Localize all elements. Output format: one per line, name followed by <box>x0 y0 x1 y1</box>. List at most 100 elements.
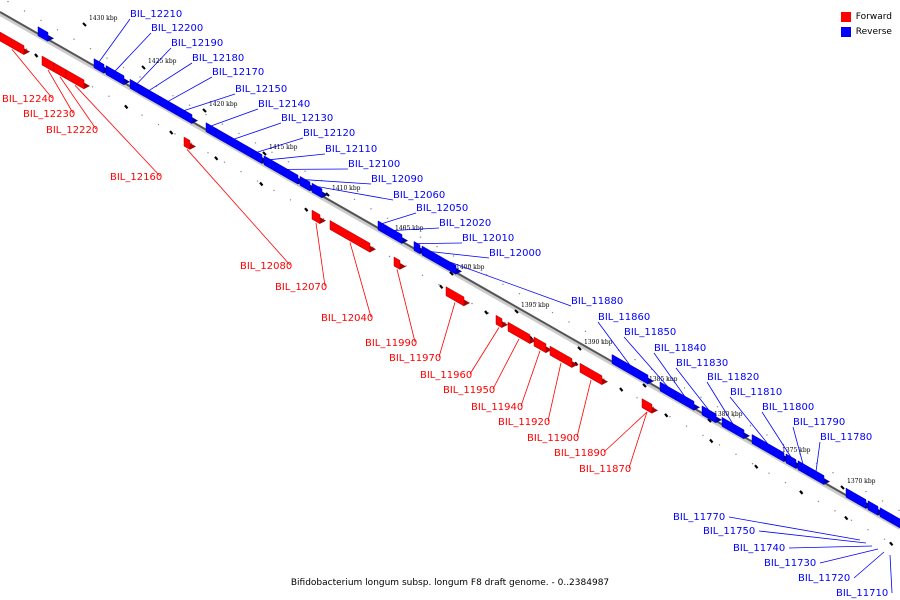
forward-gene-label[interactable]: BIL_12040 <box>321 313 373 324</box>
forward-gene-label[interactable]: BIL_11870 <box>579 464 631 475</box>
reverse-leader-line <box>148 62 193 91</box>
forward-gene-feature[interactable] <box>533 336 552 354</box>
reverse-gene-feature[interactable] <box>175 105 198 125</box>
tick-dot <box>898 509 900 512</box>
reverse-gene-label[interactable]: BIL_11800 <box>762 402 814 413</box>
forward-gene-feature[interactable] <box>0 31 30 56</box>
kbp-tick <box>642 383 647 388</box>
reverse-gene-feature[interactable] <box>701 405 722 424</box>
reverse-gene-feature[interactable] <box>37 26 54 42</box>
forward-leader-line <box>47 69 74 114</box>
reverse-gene-label[interactable]: BIL_12190 <box>171 38 223 49</box>
reverse-gene-label[interactable]: BIL_12180 <box>192 53 244 64</box>
forward-gene-feature[interactable] <box>579 362 608 386</box>
tick-dot <box>867 529 869 531</box>
tick-dot <box>834 510 836 512</box>
forward-gene-feature[interactable] <box>507 321 536 345</box>
reverse-gene-label[interactable]: BIL_11720 <box>798 573 850 584</box>
tick-dot <box>817 500 820 503</box>
reverse-leader-line <box>758 530 867 544</box>
forward-gene-feature[interactable] <box>445 286 470 307</box>
reverse-gene-label[interactable]: BIL_11880 <box>571 296 623 307</box>
forward-gene-feature[interactable] <box>641 398 658 414</box>
kbp-tick <box>82 22 87 27</box>
reverse-gene-label[interactable]: BIL_12200 <box>151 23 203 34</box>
reverse-leader-line <box>792 426 804 465</box>
tick-dot <box>122 66 125 69</box>
forward-gene-feature[interactable] <box>311 209 326 225</box>
forward-gene-label[interactable]: BIL_11940 <box>471 402 523 413</box>
forward-gene-label[interactable]: BIL_12080 <box>240 261 292 272</box>
reverse-gene-label[interactable]: BIL_12050 <box>416 203 468 214</box>
reverse-gene-label[interactable]: BIL_11780 <box>820 432 872 443</box>
major-tick <box>799 490 804 495</box>
forward-gene-label[interactable]: BIL_11920 <box>498 417 550 428</box>
reverse-gene-label[interactable]: BIL_11820 <box>707 372 759 383</box>
forward-gene-label[interactable]: BIL_12230 <box>23 109 75 120</box>
reverse-gene-feature[interactable] <box>611 354 654 385</box>
reverse-gene-feature[interactable] <box>807 466 830 486</box>
tick-dot <box>238 132 240 135</box>
reverse-gene-feature[interactable] <box>845 487 872 510</box>
reverse-gene-label[interactable]: BIL_12090 <box>371 174 423 185</box>
forward-gene-feature[interactable] <box>329 220 376 253</box>
forward-gene-feature[interactable] <box>495 314 508 329</box>
tick-dot <box>865 490 867 493</box>
reverse-gene-feature[interactable] <box>675 390 700 411</box>
forward-gene-label[interactable]: BIL_11960 <box>420 370 472 381</box>
reverse-gene-label[interactable]: BIL_12020 <box>439 218 491 229</box>
major-tick <box>124 104 129 110</box>
forward-gene-label[interactable]: BIL_12240 <box>2 94 54 105</box>
reverse-gene-label[interactable]: BIL_12010 <box>462 233 514 244</box>
reverse-gene-feature[interactable] <box>721 416 750 440</box>
reverse-gene-label[interactable]: BIL_11840 <box>654 343 706 354</box>
tick-dot <box>73 38 75 40</box>
reverse-leader-line <box>183 93 236 111</box>
tick-dot <box>372 246 374 248</box>
forward-gene-feature[interactable] <box>183 136 196 150</box>
reverse-gene-label[interactable]: BIL_12210 <box>130 9 182 20</box>
kbp-label: 1395 kbp <box>521 302 550 309</box>
forward-gene-feature[interactable] <box>549 345 578 369</box>
reverse-gene-label[interactable]: BIL_12150 <box>235 84 287 95</box>
reverse-gene-label[interactable]: BIL_12060 <box>393 190 445 201</box>
forward-gene-feature[interactable] <box>65 69 90 90</box>
reverse-gene-feature[interactable] <box>105 65 130 86</box>
tick-dot <box>669 415 671 418</box>
forward-gene-label[interactable]: BIL_12220 <box>46 125 98 136</box>
reverse-gene-label[interactable]: BIL_12110 <box>325 144 377 155</box>
forward-gene-feature[interactable] <box>393 256 406 270</box>
reverse-gene-label[interactable]: BIL_11860 <box>598 312 650 323</box>
reverse-gene-feature[interactable] <box>311 182 328 199</box>
reverse-gene-label[interactable]: BIL_12000 <box>489 248 541 259</box>
forward-gene-label[interactable]: BIL_11970 <box>389 353 441 364</box>
forward-gene-label[interactable]: BIL_11950 <box>443 385 495 396</box>
reverse-gene-feature[interactable] <box>385 225 408 245</box>
reverse-gene-label[interactable]: BIL_11830 <box>676 358 728 369</box>
reverse-gene-feature[interactable] <box>275 162 304 185</box>
forward-gene-label[interactable]: BIL_12160 <box>110 172 162 183</box>
tick-dot <box>733 415 735 417</box>
reverse-gene-feature[interactable] <box>891 514 900 529</box>
tick-dot <box>207 152 209 154</box>
reverse-gene-label[interactable]: BIL_12170 <box>212 67 264 78</box>
forward-gene-label[interactable]: BIL_11990 <box>365 338 417 349</box>
reverse-gene-label[interactable]: BIL_11750 <box>703 526 755 537</box>
reverse-gene-feature[interactable] <box>751 434 790 463</box>
reverse-gene-label[interactable]: BIL_11710 <box>836 588 888 599</box>
reverse-gene-label[interactable]: BIL_11770 <box>673 512 725 523</box>
reverse-gene-label[interactable]: BIL_11740 <box>733 543 785 554</box>
reverse-gene-label[interactable]: BIL_11730 <box>764 558 816 569</box>
reverse-leader-line <box>597 321 631 366</box>
reverse-gene-feature[interactable] <box>439 255 462 275</box>
forward-gene-label[interactable]: BIL_11900 <box>527 433 579 444</box>
reverse-gene-label[interactable]: BIL_12100 <box>348 159 400 170</box>
forward-gene-label[interactable]: BIL_11890 <box>554 448 606 459</box>
reverse-gene-label[interactable]: BIL_12140 <box>258 99 310 110</box>
reverse-gene-label[interactable]: BIL_11850 <box>624 327 676 338</box>
reverse-gene-label[interactable]: BIL_11790 <box>793 417 845 428</box>
forward-gene-label[interactable]: BIL_12070 <box>275 282 327 293</box>
reverse-gene-label[interactable]: BIL_11810 <box>730 387 782 398</box>
reverse-gene-label[interactable]: BIL_12130 <box>281 113 333 124</box>
reverse-gene-label[interactable]: BIL_12120 <box>303 128 355 139</box>
